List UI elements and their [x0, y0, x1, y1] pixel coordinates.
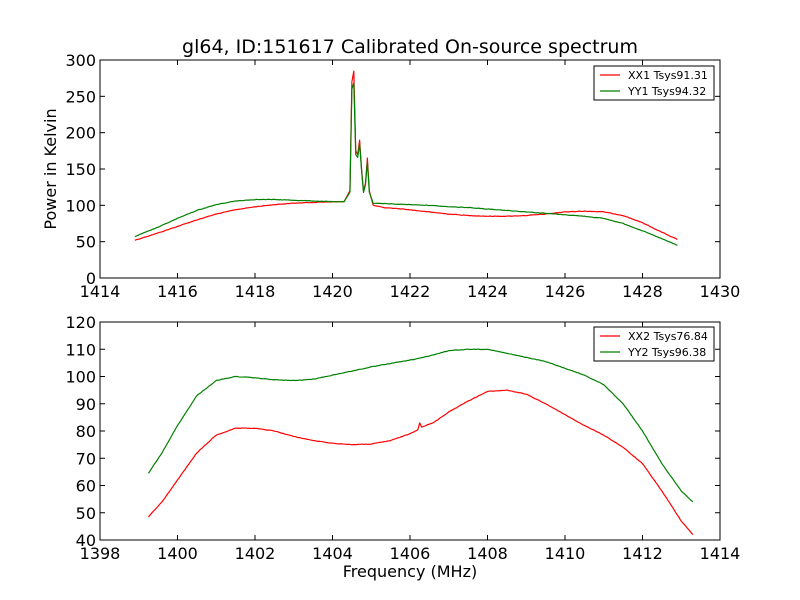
x-tick-label: 1402 — [235, 544, 276, 563]
x-tick-label: 1410 — [545, 544, 586, 563]
y-tick-label: 90 — [76, 395, 96, 414]
y-tick-label: 100 — [65, 368, 96, 387]
legend-box — [593, 65, 715, 101]
series-line-2 — [147, 348, 694, 503]
x-tick-label: 1412 — [622, 544, 663, 563]
x-tick-label: 1408 — [467, 544, 508, 563]
x-tick-label: 1404 — [312, 544, 353, 563]
y-tick-label: 300 — [65, 51, 96, 70]
x-tick-label: 1416 — [157, 282, 198, 301]
x-tick-label: 1398 — [80, 544, 121, 563]
y-tick-label: 150 — [65, 160, 96, 179]
legend-label: XX2 Tsys76.84 — [628, 330, 708, 343]
legend: XX2 Tsys76.84 YY2 Tsys96.38 — [593, 326, 715, 362]
x-tick-label: 1418 — [235, 282, 276, 301]
x-tick-label: 1414 — [700, 544, 741, 563]
legend-label: YY1 Tsys94.32 — [627, 85, 706, 98]
x-tick-label: 1406 — [390, 544, 431, 563]
top-spectrum-chart: gl64, ID:151617 Calibrated On-source spe… — [41, 36, 740, 301]
series-line-1 — [147, 389, 694, 535]
y-tick-label: 50 — [76, 233, 96, 252]
legend-box — [593, 326, 715, 362]
y-tick-label: 250 — [65, 87, 96, 106]
x-tick-label: 1420 — [312, 282, 353, 301]
x-tick-label: 1430 — [700, 282, 741, 301]
x-tick-label: 1424 — [467, 282, 508, 301]
y-tick-label: 110 — [65, 340, 96, 359]
x-tick-label: 1400 — [157, 544, 198, 563]
y-tick-label: 60 — [76, 477, 96, 496]
x-tick-label: 1422 — [390, 282, 431, 301]
bottom-spectrum-chart: Frequency (MHz) 1398 1400 1402 1404 1406 1408… — [65, 313, 740, 581]
legend: XX1 Tsys91.31 YY1 Tsys94.32 — [593, 65, 715, 101]
y-tick-label: 0 — [86, 269, 96, 288]
y-tick-label: 120 — [65, 313, 96, 332]
y-tick-label: 50 — [76, 504, 96, 523]
y-tick-label: 40 — [76, 531, 96, 550]
x-tick-label: 1426 — [545, 282, 586, 301]
chart-title: gl64, ID:151617 Calibrated On-source spe… — [182, 36, 638, 58]
y-tick-label: 100 — [65, 196, 96, 215]
y-tick-label: 80 — [76, 422, 96, 441]
x-tick-label: 1414 — [80, 282, 121, 301]
series-line-1 — [134, 70, 678, 241]
x-axis-label: Frequency (MHz) — [343, 562, 477, 581]
y-tick-label: 70 — [76, 449, 96, 468]
y-axis-label: Power in Kelvin — [41, 108, 60, 229]
series-line-2 — [134, 82, 678, 246]
y-tick-label: 200 — [65, 124, 96, 143]
x-tick-label: 1428 — [622, 282, 663, 301]
legend-label: XX1 Tsys91.31 — [628, 69, 708, 82]
legend-label: YY2 Tsys96.38 — [627, 346, 706, 359]
